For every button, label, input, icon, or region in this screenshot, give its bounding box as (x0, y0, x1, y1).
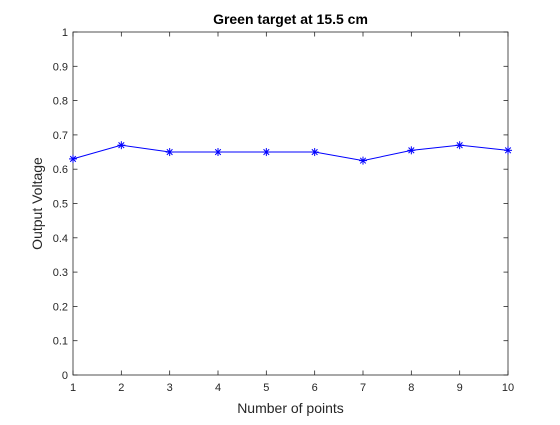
y-axis-ticks: 0 0.1 0.2 0.3 0.4 0.5 0.6 0.7 0.8 0.9 1 (53, 27, 508, 382)
data-point (69, 154, 77, 163)
y-tick-label: 0 (62, 370, 68, 382)
y-tick-label: 0.9 (53, 61, 68, 73)
series-line (72, 144, 509, 162)
y-axis-label: Output Voltage (29, 157, 45, 250)
x-tick-label: 8 (408, 382, 414, 394)
data-point (504, 146, 512, 155)
data-point (117, 141, 126, 150)
y-tick-label: 0.1 (53, 336, 68, 348)
x-tick-label: 1 (70, 382, 76, 394)
x-axis-label: Number of points (237, 400, 344, 416)
y-tick-label: 1 (62, 27, 68, 39)
x-tick-label: 4 (215, 382, 221, 394)
data-point (165, 148, 174, 157)
plot-area (72, 31, 509, 376)
data-point (455, 141, 464, 150)
x-tick-label: 3 (167, 382, 173, 394)
data-point (262, 148, 271, 157)
y-tick-label: 0.3 (53, 267, 68, 279)
y-tick-label: 0.2 (53, 301, 68, 313)
x-tick-label: 5 (263, 382, 269, 394)
x-axis-ticks: 1 2 3 4 5 6 7 8 9 10 (70, 32, 514, 394)
y-tick-label: 0.6 (53, 164, 68, 176)
x-tick-label: 2 (118, 382, 124, 394)
y-tick-label: 0.7 (53, 130, 68, 142)
y-tick-label: 0.5 (53, 199, 68, 211)
data-point (214, 148, 222, 157)
chart-title: Green target at 15.5 cm (213, 11, 368, 27)
series-group (69, 141, 512, 165)
x-tick-label: 10 (502, 382, 514, 394)
data-point (407, 146, 416, 155)
x-tick-label: 6 (312, 382, 318, 394)
data-point (310, 148, 319, 157)
data-point (359, 156, 367, 165)
y-tick-label: 0.4 (53, 233, 68, 245)
axes-box (72, 31, 509, 376)
x-tick-label: 9 (457, 382, 463, 394)
x-tick-label: 7 (360, 382, 366, 394)
y-tick-label: 0.8 (53, 96, 68, 108)
